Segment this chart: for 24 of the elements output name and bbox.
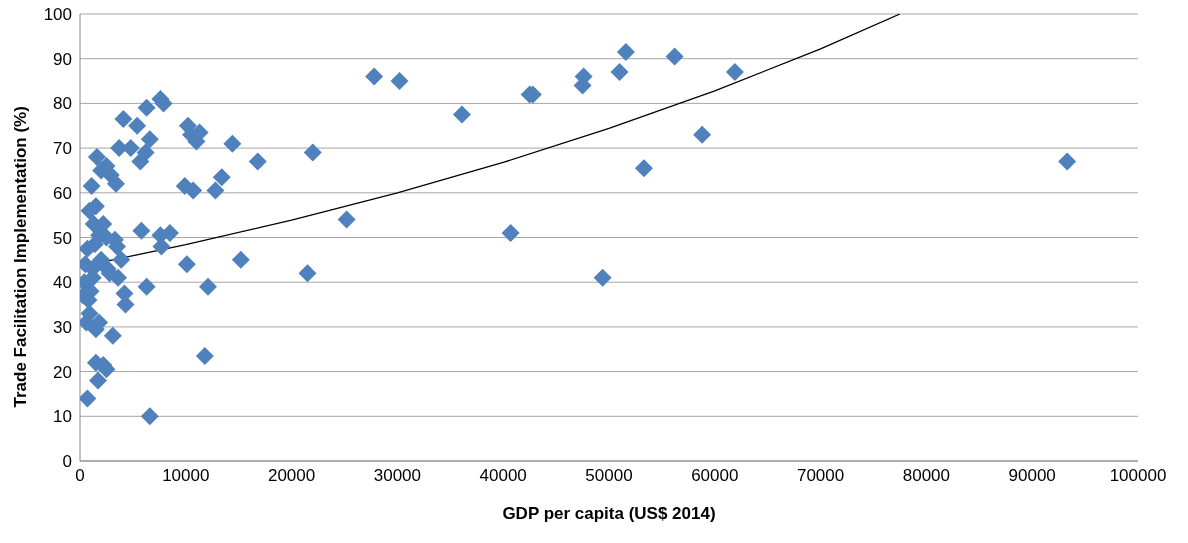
y-tick-label: 0 bbox=[62, 452, 72, 472]
x-tick-label: 50000 bbox=[585, 466, 633, 486]
y-tick-label: 60 bbox=[53, 183, 72, 203]
x-tick-label: 10000 bbox=[162, 466, 210, 486]
x-tick-label: 40000 bbox=[479, 466, 527, 486]
x-tick-label: 20000 bbox=[267, 466, 316, 486]
x-tick-label: 90000 bbox=[1008, 466, 1056, 486]
y-tick-label: 80 bbox=[53, 94, 72, 114]
y-tick-label: 20 bbox=[53, 362, 72, 382]
x-tick-label: 80000 bbox=[902, 466, 951, 486]
y-tick-label: 30 bbox=[53, 317, 72, 337]
x-tick-label: 30000 bbox=[373, 466, 422, 486]
x-tick-label: 60000 bbox=[691, 466, 739, 486]
x-tick-label: 0 bbox=[75, 466, 85, 486]
y-tick-label: 90 bbox=[53, 49, 72, 69]
x-axis-title: GDP per capita (US$ 2014) bbox=[502, 504, 716, 523]
y-tick-label: 10 bbox=[53, 407, 72, 427]
y-tick-label: 40 bbox=[53, 273, 72, 293]
y-axis-title: Trade Facilitation Implementation (%) bbox=[11, 106, 31, 408]
x-tick-label: 100000 bbox=[1109, 466, 1167, 486]
y-tick-label: 70 bbox=[53, 139, 72, 159]
x-tick-label: 70000 bbox=[796, 466, 845, 486]
y-tick-label: 100 bbox=[43, 5, 72, 25]
y-tick-label: 50 bbox=[53, 228, 72, 248]
